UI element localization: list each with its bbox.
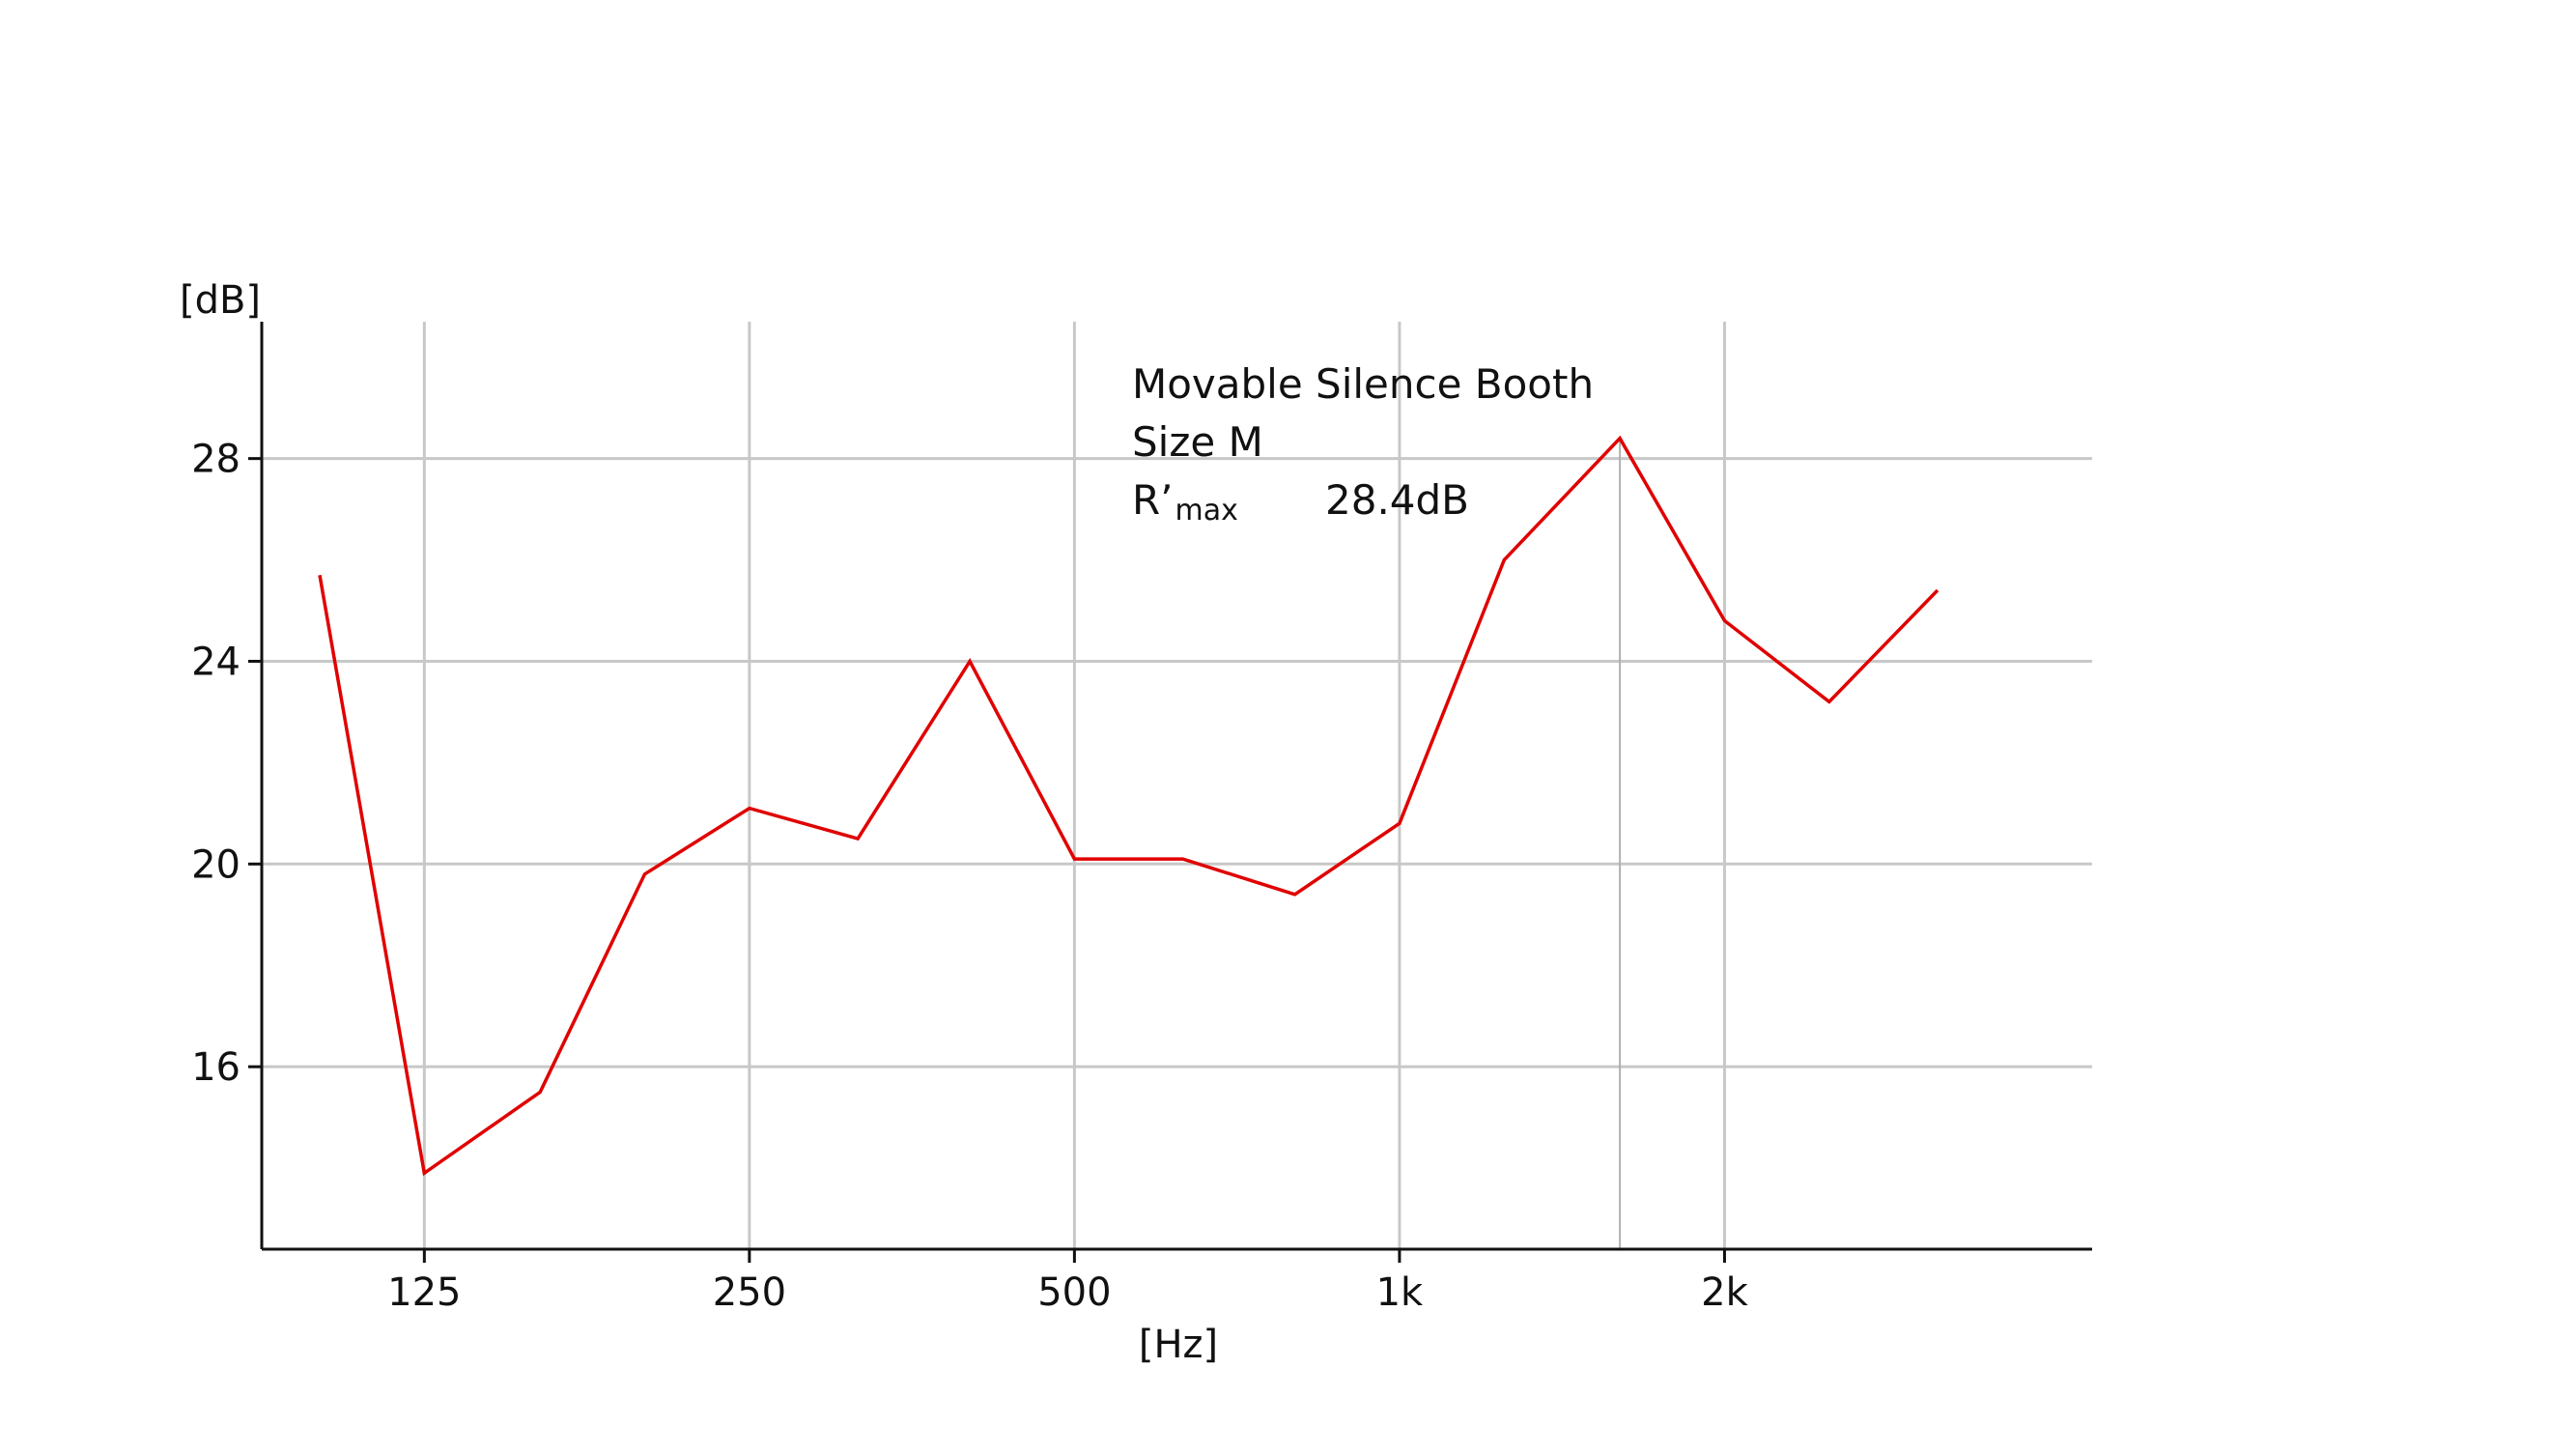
y-tick-label-24: 24 <box>191 640 241 684</box>
grid <box>262 322 2092 1249</box>
labels: [dB] [Hz] Movable Silence Booth Size M R… <box>180 278 1594 1367</box>
y-axis-unit-label: [dB] <box>180 278 261 323</box>
annotation-rmax-value: 28.4dB <box>1325 476 1469 524</box>
series <box>318 435 1939 1177</box>
y-tick-label-20: 20 <box>191 842 241 887</box>
x-axis-unit-label: [Hz] <box>1139 1323 1218 1367</box>
annotation-rmax-label: R’max <box>1132 476 1238 527</box>
y-tick-label-28: 28 <box>191 438 241 482</box>
x-tick-label-1k: 1k <box>1376 1270 1424 1315</box>
series-line-0 <box>318 435 1939 1177</box>
rmax-main: R’ <box>1132 476 1174 524</box>
x-tick-label-125: 125 <box>387 1270 461 1315</box>
annotation-line-1: Movable Silence Booth <box>1132 360 1594 408</box>
axes: 16 20 24 28 125 250 500 1k 2k <box>191 322 2092 1315</box>
y-tick-label-16: 16 <box>191 1045 241 1090</box>
annotation-line-2: Size M <box>1132 418 1263 466</box>
x-tick-label-250: 250 <box>713 1270 786 1315</box>
x-tick-label-2k: 2k <box>1701 1270 1748 1315</box>
x-tick-label-500: 500 <box>1037 1270 1111 1315</box>
rmax-subscript: max <box>1175 494 1238 527</box>
